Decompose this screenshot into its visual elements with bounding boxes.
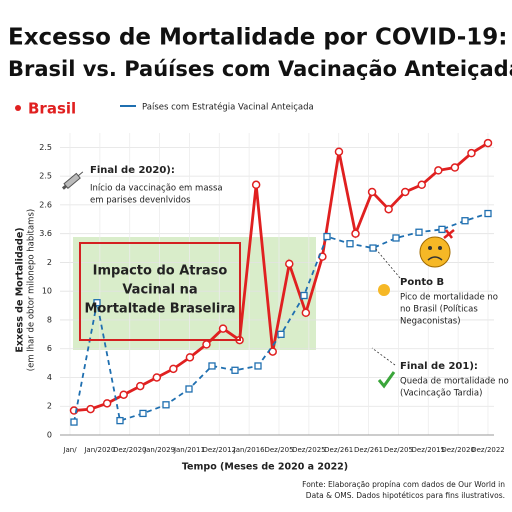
sad-face-icon — [419, 229, 455, 268]
x-tick-label: Dez/2020 — [441, 446, 475, 454]
point — [208, 362, 216, 370]
point — [434, 166, 443, 175]
annotation-text: Início da vaccinação em massa — [90, 184, 223, 194]
chart-title: Excesso de Mortalidade por COVID-19: — [8, 25, 507, 51]
x-tick-label: Dez/2025 — [292, 446, 326, 454]
face-icon — [378, 284, 390, 296]
point — [277, 330, 285, 338]
legend-swatch — [15, 105, 21, 111]
y-tick-label: 2.6 — [39, 200, 52, 209]
source-note: Data & OMS. Dados hipotéticos para fins … — [306, 491, 505, 500]
point — [417, 180, 427, 190]
point — [367, 187, 377, 197]
check-icon — [377, 371, 396, 389]
annotation-title: Final de 201): — [400, 361, 478, 372]
point — [152, 373, 162, 382]
point — [384, 204, 393, 214]
y-tick-label: 10 — [42, 287, 52, 296]
point — [415, 228, 423, 236]
point — [202, 340, 211, 349]
y-tick-label: 2.5 — [39, 172, 52, 181]
point — [93, 299, 101, 307]
y-tick-label: 2 — [47, 258, 52, 267]
point — [392, 234, 400, 242]
legend-label: Brasil — [28, 100, 76, 118]
annotation-title: Ponto B — [400, 277, 444, 288]
y-tick-label: 4 — [47, 373, 52, 382]
point — [185, 353, 195, 362]
annotation-text: (Vacincação Tardia) — [400, 389, 482, 399]
point — [119, 390, 128, 399]
point — [116, 416, 124, 425]
y-tick-label: 2 — [47, 402, 52, 411]
point — [400, 187, 410, 197]
point — [139, 409, 147, 418]
point — [461, 217, 469, 225]
point — [467, 148, 476, 158]
x-tick-label: Jan/2020 — [83, 446, 115, 454]
point — [334, 147, 344, 156]
x-tick-label: Jan/ — [62, 446, 77, 454]
y-axis-label: (em lhar de obtor milonepo habitams) — [27, 209, 37, 371]
point — [102, 399, 112, 408]
legend-label: Países com Estratégia Vacinal Anteiçada — [142, 102, 314, 113]
point — [351, 229, 360, 238]
annotation-text: no Brasil (Políticas — [400, 305, 478, 315]
annotation-text: Pico de mortalidade no — [400, 293, 498, 303]
point — [369, 244, 377, 252]
point — [169, 364, 178, 374]
point — [300, 291, 308, 300]
impact-box — [79, 242, 241, 341]
impact-text: Impacto do Atraso — [93, 264, 228, 279]
point — [70, 418, 78, 426]
x-tick-label: Dez/261 — [324, 446, 353, 454]
y-tick-label: 3.6 — [39, 229, 52, 238]
x-tick-label: Dez/2015 — [412, 446, 446, 454]
impact-text: Mortaltade Braselira — [84, 302, 235, 317]
source-note: Fonte: Elaboração propína com dados de O… — [302, 480, 505, 489]
point — [483, 138, 493, 148]
annotation-text: Negaconistas) — [400, 317, 461, 327]
syringe-icon — [61, 171, 84, 190]
x-tick-label: Dez/205 — [264, 446, 293, 454]
point — [231, 366, 239, 374]
x-tick-label: Dez/205 — [384, 446, 413, 454]
y-tick-label: 8 — [47, 315, 52, 324]
x-tick-label: Dez/2020 — [113, 446, 147, 454]
point — [251, 180, 261, 190]
pointer — [371, 347, 396, 366]
point — [254, 362, 262, 370]
y-axis-label: Exxess de Mortalidade) — [15, 227, 26, 352]
annotation-text: em parises devenlvidos — [90, 196, 191, 206]
point — [218, 324, 228, 333]
point — [438, 225, 446, 234]
point — [86, 404, 95, 414]
x-axis-label: Tempo (Meses de 2020 a 2022) — [182, 462, 348, 473]
x-tick-label: Dez/2012 — [203, 446, 237, 454]
plot: 024681023.62.62.52.5Jan/Jan/2020Dez/2020… — [39, 133, 505, 454]
point — [484, 209, 492, 218]
impact-text: Vacinal na — [122, 283, 197, 298]
point — [135, 381, 145, 391]
point — [285, 259, 294, 269]
x-tick-label: Jan/2011 — [173, 446, 205, 454]
point — [301, 308, 311, 318]
y-tick-label: 6 — [47, 344, 52, 353]
annotation-title: Final de 2020): — [90, 165, 175, 176]
point — [450, 163, 460, 172]
point — [162, 401, 170, 409]
point — [185, 385, 193, 393]
x-tick-label: Dez/261 — [354, 446, 383, 454]
chart-subtitle: Brasil vs. Paúíses com Vacinação Anteiça… — [8, 57, 512, 81]
y-tick-label: 2.5 — [39, 143, 52, 152]
annotation-text: Queda de mortalidade no Brasi — [400, 377, 512, 387]
x-tick-label: Dez/2022 — [471, 446, 505, 454]
point — [323, 232, 331, 241]
x-tick-label: Jan/2029 — [143, 446, 175, 454]
x-tick-label: Jan/2016 — [233, 446, 266, 454]
point — [346, 240, 354, 248]
y-tick-label: 0 — [47, 431, 52, 440]
pointer — [374, 247, 401, 279]
